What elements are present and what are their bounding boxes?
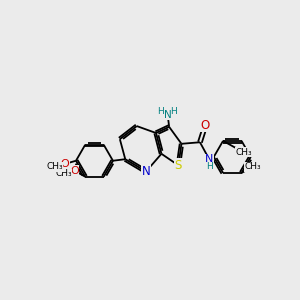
Text: N: N (164, 110, 172, 119)
Text: CH₃: CH₃ (236, 148, 252, 157)
Text: H: H (207, 162, 213, 171)
Text: O: O (61, 159, 70, 169)
Text: CH₃: CH₃ (46, 162, 63, 171)
Text: O: O (70, 166, 79, 176)
Text: H: H (157, 107, 164, 116)
Text: N: N (142, 165, 150, 178)
Text: S: S (175, 159, 182, 172)
Text: CH₃: CH₃ (55, 169, 72, 178)
Text: H: H (170, 107, 177, 116)
Text: O: O (201, 119, 210, 132)
Text: N: N (205, 154, 213, 164)
Text: CH₃: CH₃ (245, 162, 261, 171)
